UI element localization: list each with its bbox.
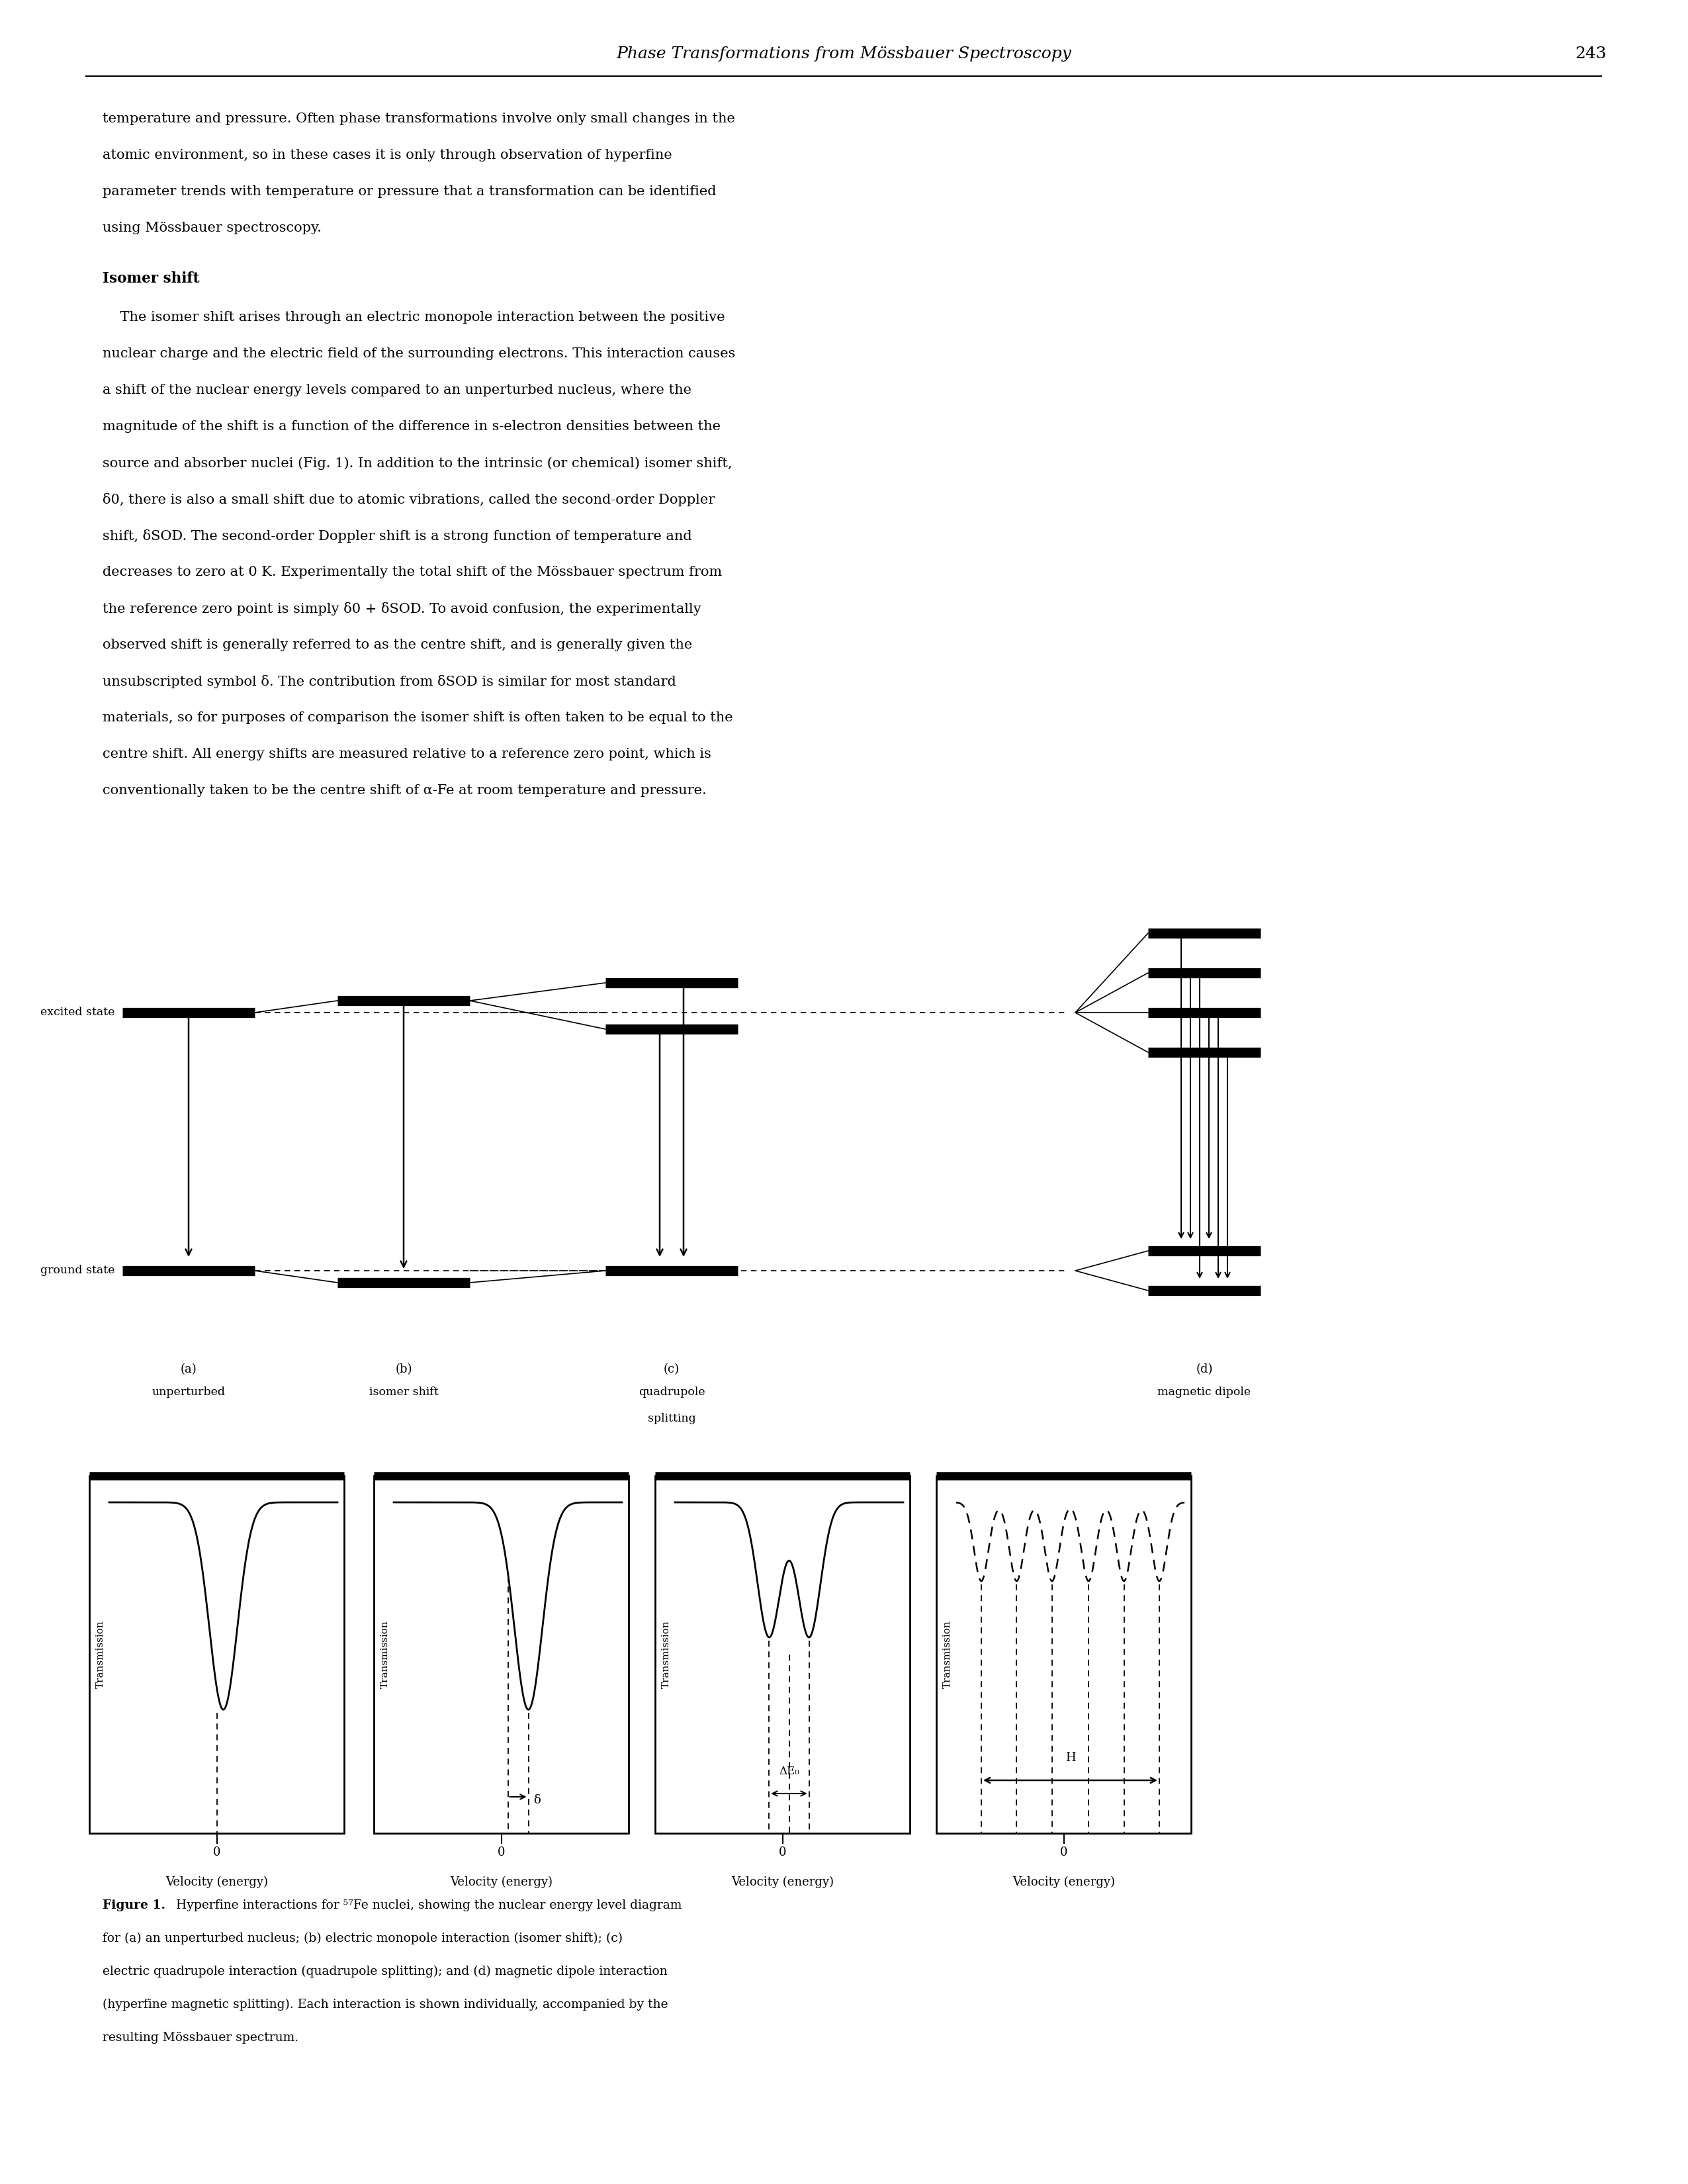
Text: ΔE₀: ΔE₀ bbox=[778, 1765, 798, 1778]
Text: Transmission: Transmission bbox=[96, 1621, 105, 1688]
Text: nuclear charge and the electric field of the surrounding electrons. This interac: nuclear charge and the electric field of… bbox=[103, 347, 736, 360]
Text: Hyperfine interactions for ⁵⁷Fe nuclei, showing the nuclear energy level diagram: Hyperfine interactions for ⁵⁷Fe nuclei, … bbox=[172, 1900, 682, 1911]
Text: temperature and pressure. Often phase transformations involve only small changes: temperature and pressure. Often phase tr… bbox=[103, 114, 734, 124]
Text: Velocity (energy): Velocity (energy) bbox=[731, 1876, 834, 1889]
Text: Velocity (energy): Velocity (energy) bbox=[165, 1876, 268, 1889]
Bar bbox=[937, 1476, 1192, 1832]
Text: source and absorber nuclei (Fig. 1). In addition to the intrinsic (or chemical) : source and absorber nuclei (Fig. 1). In … bbox=[103, 456, 733, 470]
Text: atomic environment, so in these cases it is only through observation of hyperfin: atomic environment, so in these cases it… bbox=[103, 149, 672, 162]
Text: isomer shift: isomer shift bbox=[370, 1387, 439, 1398]
Text: shift, δSOD. The second-order Doppler shift is a strong function of temperature : shift, δSOD. The second-order Doppler sh… bbox=[103, 529, 692, 542]
Text: H: H bbox=[1065, 1752, 1075, 1765]
Text: magnetic dipole: magnetic dipole bbox=[1158, 1387, 1251, 1398]
Text: Transmission: Transmission bbox=[380, 1621, 390, 1688]
Text: parameter trends with temperature or pressure that a transformation can be ident: parameter trends with temperature or pre… bbox=[103, 186, 716, 199]
Text: The isomer shift arises through an electric monopole interaction between the pos: The isomer shift arises through an elect… bbox=[103, 310, 724, 323]
Text: (hyperfine magnetic splitting). Each interaction is shown individually, accompan: (hyperfine magnetic splitting). Each int… bbox=[103, 1998, 668, 2011]
Text: a shift of the nuclear energy levels compared to an unperturbed nucleus, where t: a shift of the nuclear energy levels com… bbox=[103, 384, 692, 397]
Text: ground state: ground state bbox=[41, 1265, 115, 1275]
Text: splitting: splitting bbox=[648, 1413, 695, 1424]
Text: magnitude of the shift is a function of the difference in s-electron densities b: magnitude of the shift is a function of … bbox=[103, 419, 721, 432]
Text: (a): (a) bbox=[181, 1363, 197, 1376]
Text: Velocity (energy): Velocity (energy) bbox=[451, 1876, 552, 1889]
Text: (b): (b) bbox=[395, 1363, 412, 1376]
Text: unsubscripted symbol δ. The contribution from δSOD is similar for most standard: unsubscripted symbol δ. The contribution… bbox=[103, 675, 677, 688]
Bar bbox=[89, 1476, 344, 1832]
Text: the reference zero point is simply δ0 + δSOD. To avoid confusion, the experiment: the reference zero point is simply δ0 + … bbox=[103, 603, 701, 616]
Text: 0: 0 bbox=[498, 1845, 505, 1859]
Text: δ0, there is also a small shift due to atomic vibrations, called the second-orde: δ0, there is also a small shift due to a… bbox=[103, 494, 714, 507]
Text: resulting Mössbauer spectrum.: resulting Mössbauer spectrum. bbox=[103, 2031, 299, 2044]
Text: quadrupole: quadrupole bbox=[638, 1387, 706, 1398]
Text: 0: 0 bbox=[213, 1845, 221, 1859]
Text: decreases to zero at 0 K. Experimentally the total shift of the Mössbauer spectr: decreases to zero at 0 K. Experimentally… bbox=[103, 566, 722, 579]
Text: (c): (c) bbox=[663, 1363, 680, 1376]
Text: (d): (d) bbox=[1195, 1363, 1212, 1376]
Text: materials, so for purposes of comparison the isomer shift is often taken to be e: materials, so for purposes of comparison… bbox=[103, 712, 733, 725]
Text: 0: 0 bbox=[1060, 1845, 1067, 1859]
Text: centre shift. All energy shifts are measured relative to a reference zero point,: centre shift. All energy shifts are meas… bbox=[103, 747, 711, 760]
Text: Phase Transformations from Mössbauer Spectroscopy: Phase Transformations from Mössbauer Spe… bbox=[616, 46, 1072, 61]
Text: Isomer shift: Isomer shift bbox=[103, 271, 199, 286]
Text: Transmission: Transmission bbox=[662, 1621, 670, 1688]
Text: electric quadrupole interaction (quadrupole splitting); and (d) magnetic dipole : electric quadrupole interaction (quadrup… bbox=[103, 1966, 667, 1979]
Bar bbox=[373, 1476, 628, 1832]
Text: for (a) an unperturbed nucleus; (b) electric monopole interaction (isomer shift): for (a) an unperturbed nucleus; (b) elec… bbox=[103, 1933, 623, 1944]
Text: 243: 243 bbox=[1575, 46, 1607, 61]
Text: Transmission: Transmission bbox=[944, 1621, 952, 1688]
Text: excited state: excited state bbox=[41, 1007, 115, 1018]
Text: conventionally taken to be the centre shift of α-Fe at room temperature and pres: conventionally taken to be the centre sh… bbox=[103, 784, 707, 797]
Text: using Mössbauer spectroscopy.: using Mössbauer spectroscopy. bbox=[103, 223, 322, 234]
Text: observed shift is generally referred to as the centre shift, and is generally gi: observed shift is generally referred to … bbox=[103, 638, 692, 651]
Text: unperturbed: unperturbed bbox=[152, 1387, 225, 1398]
Bar bbox=[655, 1476, 910, 1832]
Text: δ: δ bbox=[533, 1795, 540, 1806]
Text: Velocity (energy): Velocity (energy) bbox=[1013, 1876, 1116, 1889]
Text: Figure 1.: Figure 1. bbox=[103, 1900, 165, 1911]
Text: 0: 0 bbox=[778, 1845, 787, 1859]
